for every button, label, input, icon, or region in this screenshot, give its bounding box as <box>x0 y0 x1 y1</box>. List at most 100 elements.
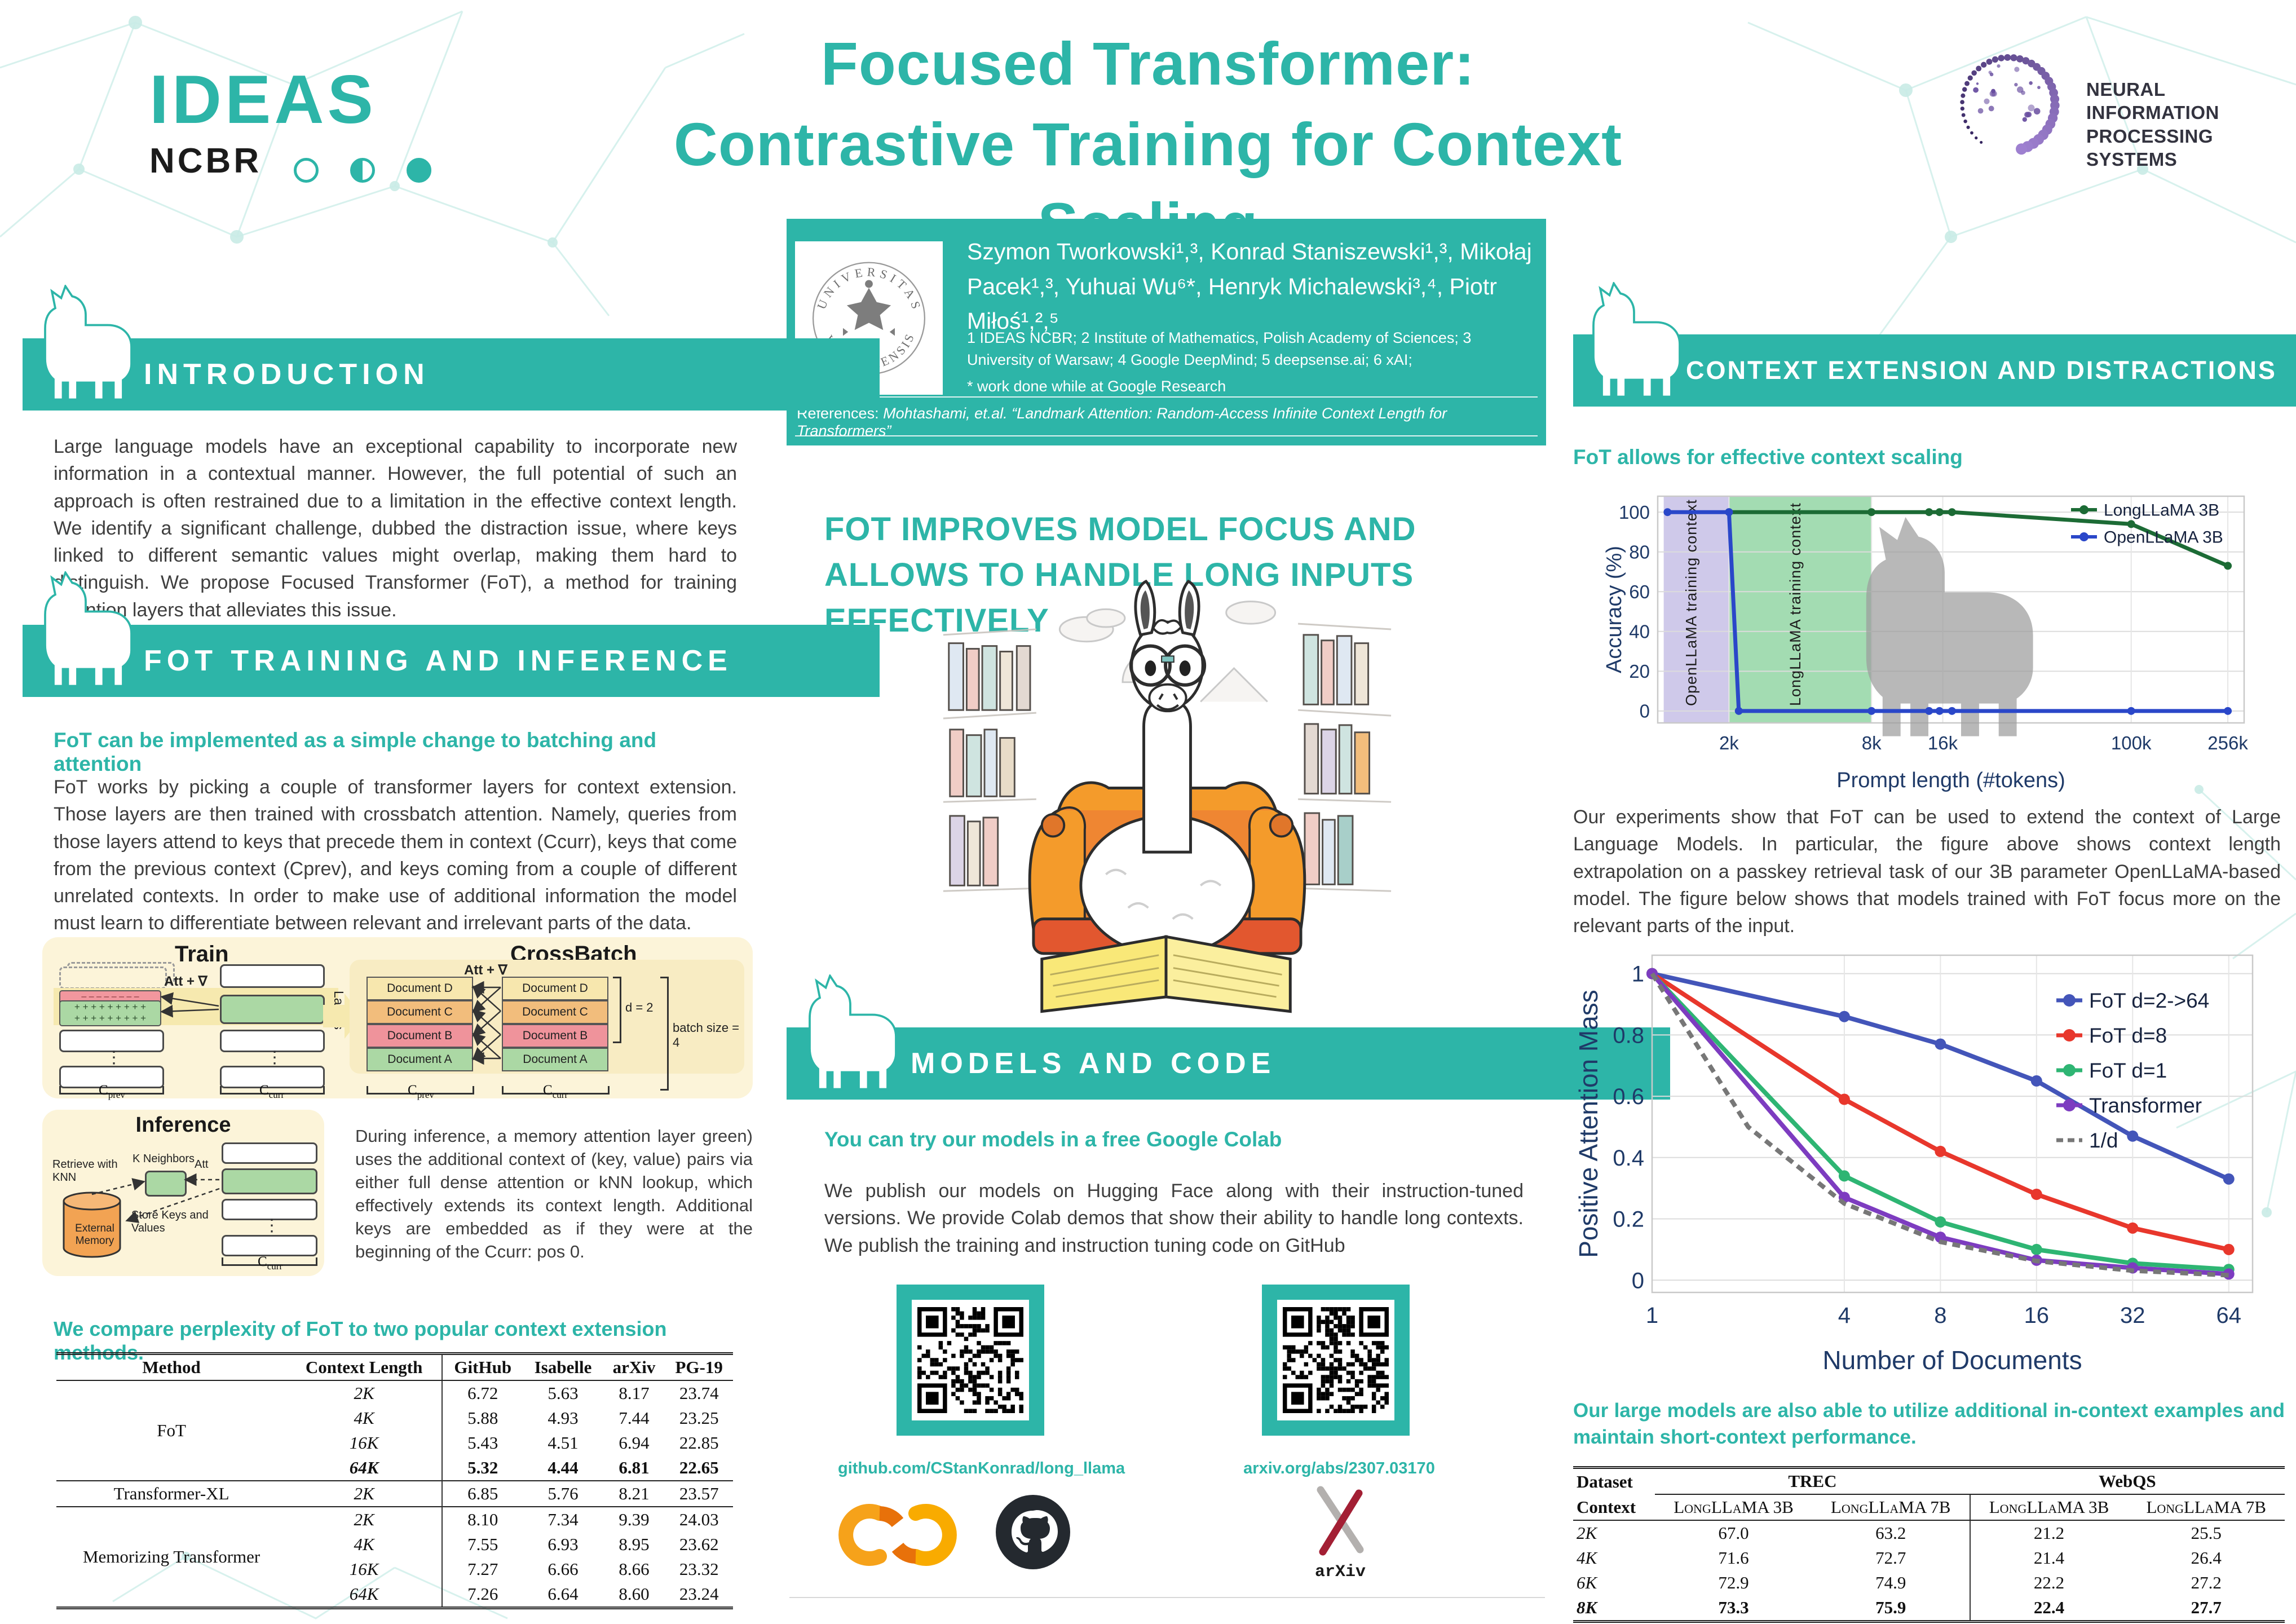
svg-text:Transformer: Transformer <box>2089 1094 2202 1117</box>
svg-text:0.2: 0.2 <box>1613 1207 1644 1232</box>
neurips-text-line1: NEURAL INFORMATION <box>2086 79 2219 123</box>
table-row: 64K 5.32 4.44 6.81 22.65 <box>56 1455 733 1481</box>
context-subheading-1: FoT allows for effective context scaling <box>1573 445 1963 469</box>
fot-paragraph: FoT works by picking a couple of transfo… <box>54 776 737 934</box>
k-neighbors-box <box>145 1171 187 1197</box>
ideas-logo-text: IDEAS <box>149 61 377 138</box>
inference-dots: ⋮ <box>263 1216 280 1235</box>
authors-names: Szymon Tworkowski¹,³, Konrad Staniszewsk… <box>967 239 1532 334</box>
store-label: Store Keys and Values <box>131 1209 209 1234</box>
intro-paragraph: Large language models have an exceptiona… <box>54 436 737 621</box>
crossbatch-att-grad-label: Att + ∇ <box>464 963 507 978</box>
neurips-logo: NEURAL INFORMATION PROCESSING SYSTEMS <box>1942 39 2292 172</box>
github-link[interactable]: github.com/CStanKonrad/long_llama <box>838 1459 1125 1477</box>
context-paragraph: Our experiments show that FoT can be use… <box>1573 806 2281 937</box>
arxiv-icon: arXiv <box>1315 1486 1366 1582</box>
models-section-title: MODELS AND CODE <box>911 1047 1276 1080</box>
table-row: 64K 7.26 6.64 8.60 23.24 <box>56 1582 733 1608</box>
svg-text:16k: 16k <box>1928 732 1958 753</box>
arxiv-qr-code <box>1262 1285 1410 1436</box>
work-note: * work done while at Google Research <box>967 378 1226 395</box>
svg-text:20: 20 <box>1629 661 1650 682</box>
svg-text:2k: 2k <box>1719 732 1739 753</box>
section-band-models: MODELS AND CODE <box>787 1027 1670 1100</box>
ideas-ncbr-logo: IDEAS NCBR <box>149 65 544 183</box>
svg-text:LongLLaMA 3B: LongLLaMA 3B <box>2104 501 2219 520</box>
references: References: Mohtashami, et.al. “Landmark… <box>797 405 1535 440</box>
table-row: 16K 5.43 4.51 6.94 22.85 <box>56 1431 733 1455</box>
crossbatch-d2-bracket <box>613 977 621 1043</box>
train-ccurr-label: Ccurr <box>259 1083 285 1100</box>
authors-box: UNIVERSITAS VARSOVIENSIS Szymon Tworkows… <box>787 219 1546 445</box>
ncbr-circle-full <box>407 157 432 183</box>
section-band-introduction: INTRODUCTION <box>23 338 880 411</box>
svg-text:0.8: 0.8 <box>1613 1023 1644 1048</box>
plus-row-1: + + + + + + + + + <box>74 1001 147 1012</box>
table-row: 6K 72.9 74.9 22.2 27.2 <box>1573 1570 2285 1595</box>
train-cprev-label: Cprev <box>99 1083 125 1100</box>
document-row: Document B <box>367 1024 473 1048</box>
perplexity-caption: We compare perplexity of FoT to two popu… <box>54 1317 667 1364</box>
table-row: 4K 71.6 72.7 21.4 26.4 <box>1573 1546 2285 1570</box>
svg-text:0.6: 0.6 <box>1613 1084 1644 1109</box>
ncbr-circle-outline <box>293 157 319 183</box>
document-row: Document A <box>502 1048 608 1071</box>
table-row: 8K 73.3 75.9 22.4 27.7 <box>1573 1595 2285 1622</box>
incontext-table: Dataset TREC WebQS Context LongLLaMA 3B LongL… <box>1573 1466 2285 1623</box>
table-row: 4K 5.88 4.93 7.44 23.25 <box>56 1406 733 1431</box>
seal-eagle-icon <box>843 280 895 336</box>
train-cprev-brace <box>59 1086 164 1095</box>
arxiv-wordmark: arXiv <box>1315 1563 1366 1582</box>
arxiv-link[interactable]: arxiv.org/abs/2307.03170 <box>1243 1459 1435 1477</box>
ncbr-logo-text: NCBR <box>149 142 262 180</box>
document-row: Document D <box>502 977 608 1000</box>
svg-text:FoT d=2->64: FoT d=2->64 <box>2089 989 2209 1012</box>
train-ccurr-dots: ⋮ <box>266 1048 283 1067</box>
llama-illustration <box>943 580 1392 1013</box>
table-header: Method <box>56 1353 287 1381</box>
inference-rect-mid <box>222 1199 317 1220</box>
crossbatch-ccurr-brace <box>502 1086 610 1095</box>
train-ccurr-rect3 <box>220 1066 325 1088</box>
intro-section-title: INTRODUCTION <box>144 358 430 391</box>
llama-icon-context <box>1592 282 1681 398</box>
inference-title: Inference <box>135 1113 231 1137</box>
svg-text:OpenLLaMA training context: OpenLLaMA training context <box>1683 499 1700 706</box>
context-scaling-chart: OpenLLaMA training context LongLLaMA trai… <box>1604 486 2264 795</box>
train-cprev-rect3 <box>59 1066 164 1088</box>
svg-text:Accuracy (%): Accuracy (%) <box>1604 546 1626 673</box>
crossbatch-ccurr-label: Ccurr <box>543 1083 568 1100</box>
train-cprev-rect2 <box>59 1030 164 1052</box>
document-row: Document D <box>367 977 473 1000</box>
svg-text:0.4: 0.4 <box>1613 1146 1644 1171</box>
svg-text:1: 1 <box>1632 962 1644 987</box>
neurips-swirl-icon <box>1960 54 2060 155</box>
svg-text:0: 0 <box>1632 1268 1644 1293</box>
train-ccurr-brace <box>220 1086 325 1095</box>
svg-text:40: 40 <box>1629 621 1650 642</box>
llama-icon-fot <box>44 571 133 687</box>
table-row: 16K 7.27 6.66 8.66 23.32 <box>56 1557 733 1582</box>
crossbatch-cprev-brace <box>367 1086 474 1095</box>
svg-text:64: 64 <box>2216 1303 2241 1328</box>
svg-text:Positive Attention Mass: Positive Attention Mass <box>1576 990 1603 1258</box>
middle-heading: FOT IMPROVES MODEL FOCUS AND ALLOWS TO H… <box>824 511 1416 639</box>
inference-paragraph: During inference, a memory attention lay… <box>355 1126 753 1261</box>
svg-text:FoT d=8: FoT d=8 <box>2089 1024 2167 1047</box>
train-att-grad-label: Att + ∇ <box>164 974 207 989</box>
inference-ccurr-brace <box>222 1257 317 1266</box>
authors-affiliations: 1 IDEAS NCBR; 2 Institute of Mathematics… <box>967 327 1536 398</box>
perplexity-table: Method Context Length GitHub Isabelle arXiv P… <box>56 1352 733 1609</box>
external-memory-label: External Memory <box>75 1223 114 1247</box>
svg-text:1: 1 <box>1646 1303 1658 1328</box>
svg-text:OpenLLaMA 3B: OpenLLaMA 3B <box>2104 528 2223 547</box>
svg-text:60: 60 <box>1629 581 1650 602</box>
models-paragraph: We publish our models on Hugging Face al… <box>824 1180 1524 1256</box>
document-row: Document C <box>502 1000 608 1024</box>
inference-rect-bottom <box>222 1235 317 1256</box>
svg-text:256k: 256k <box>2207 732 2248 753</box>
neurips-text-line2: PROCESSING SYSTEMS <box>2086 125 2214 170</box>
references-text: Mohtashami, et.al. “Landmark Attention: … <box>797 405 1447 439</box>
